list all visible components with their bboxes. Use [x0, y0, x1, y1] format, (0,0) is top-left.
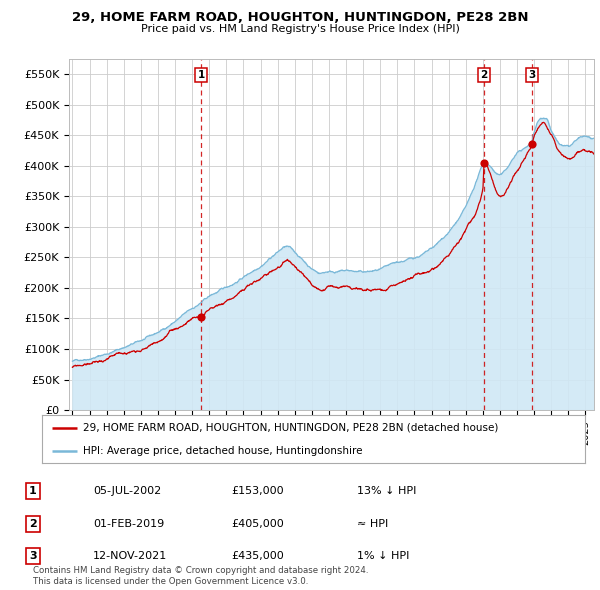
Text: 01-FEB-2019: 01-FEB-2019 — [93, 519, 164, 529]
Text: £435,000: £435,000 — [231, 552, 284, 561]
Text: 2: 2 — [29, 519, 37, 529]
Text: Contains HM Land Registry data © Crown copyright and database right 2024.
This d: Contains HM Land Registry data © Crown c… — [33, 566, 368, 586]
Text: 1% ↓ HPI: 1% ↓ HPI — [357, 552, 409, 561]
Text: 1: 1 — [29, 486, 37, 496]
Text: 29, HOME FARM ROAD, HOUGHTON, HUNTINGDON, PE28 2BN: 29, HOME FARM ROAD, HOUGHTON, HUNTINGDON… — [72, 11, 528, 24]
Text: 12-NOV-2021: 12-NOV-2021 — [93, 552, 167, 561]
Text: 2: 2 — [481, 70, 488, 80]
Point — [196, 312, 206, 322]
Text: £153,000: £153,000 — [231, 486, 284, 496]
Text: 05-JUL-2002: 05-JUL-2002 — [93, 486, 161, 496]
Text: 13% ↓ HPI: 13% ↓ HPI — [357, 486, 416, 496]
Text: HPI: Average price, detached house, Huntingdonshire: HPI: Average price, detached house, Hunt… — [83, 446, 362, 456]
Text: 29, HOME FARM ROAD, HOUGHTON, HUNTINGDON, PE28 2BN (detached house): 29, HOME FARM ROAD, HOUGHTON, HUNTINGDON… — [83, 423, 498, 433]
Text: ≈ HPI: ≈ HPI — [357, 519, 388, 529]
Text: Price paid vs. HM Land Registry's House Price Index (HPI): Price paid vs. HM Land Registry's House … — [140, 24, 460, 34]
Point — [479, 158, 489, 168]
Text: £405,000: £405,000 — [231, 519, 284, 529]
Text: 1: 1 — [197, 70, 205, 80]
Point — [527, 140, 537, 149]
Text: 3: 3 — [29, 552, 37, 561]
Text: 3: 3 — [528, 70, 536, 80]
